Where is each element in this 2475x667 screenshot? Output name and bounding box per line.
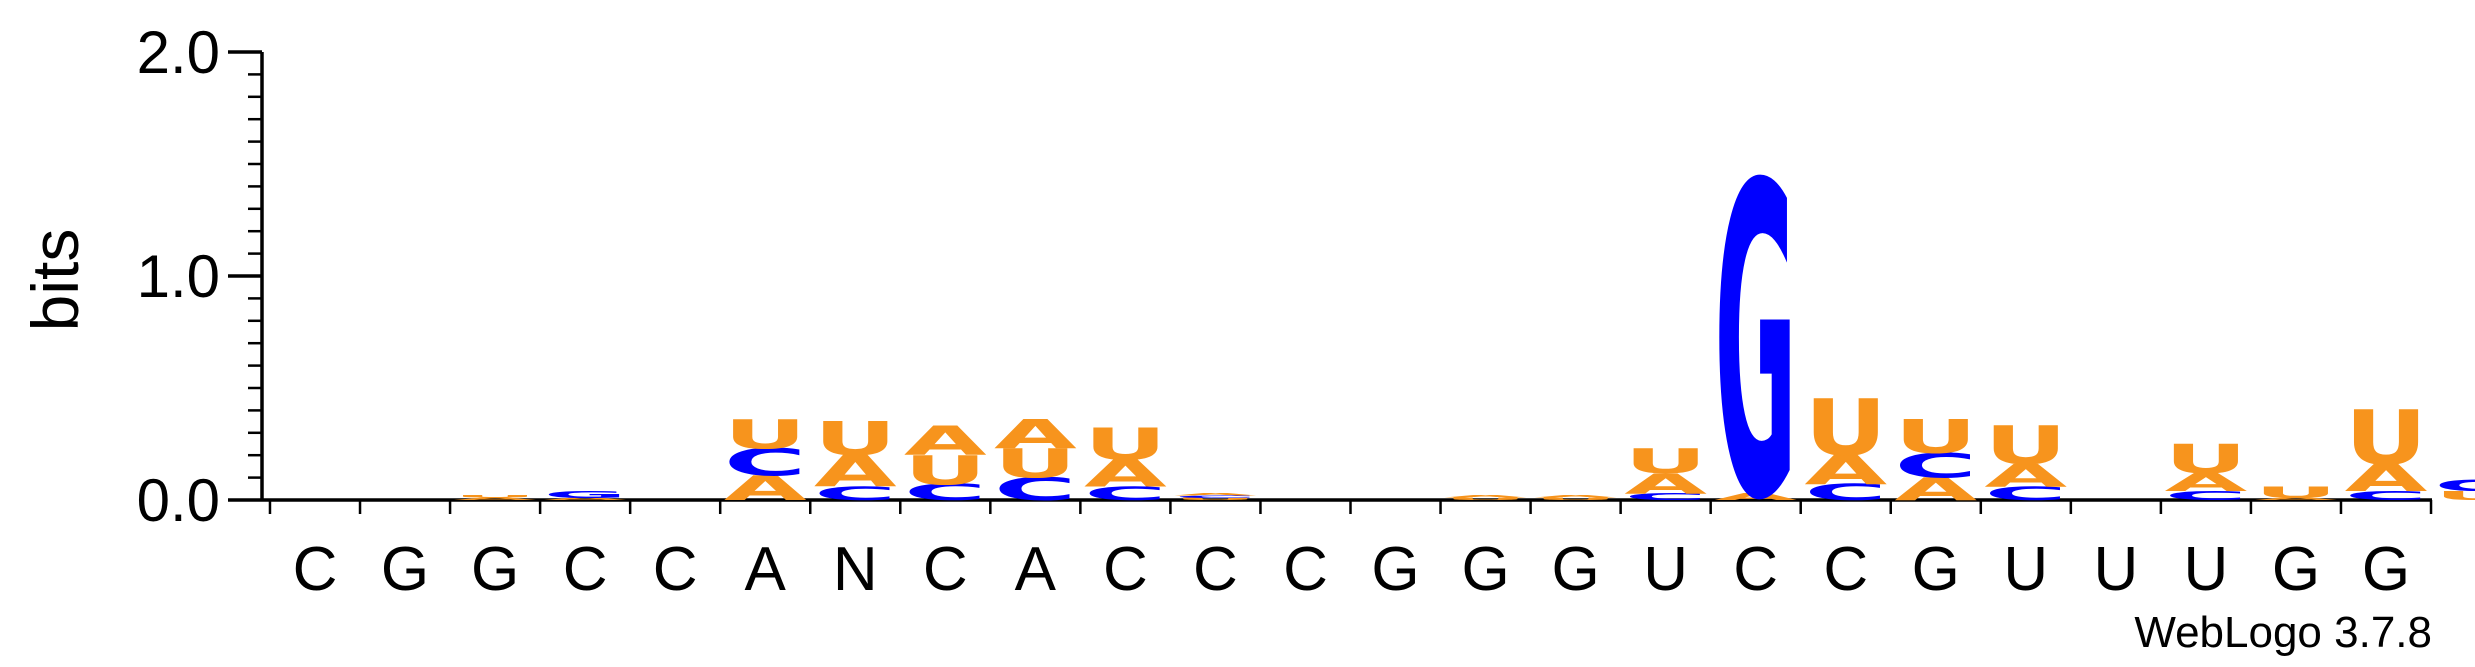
logo-letter: U — [2255, 483, 2338, 501]
logo-letter: G — [1714, 95, 1797, 595]
logo-letter: C — [2345, 488, 2428, 503]
y-tick-label: 0.0 — [137, 467, 220, 534]
x-tick-label: U — [2003, 535, 2048, 604]
logo-letter: A — [2345, 457, 2428, 500]
logo-letter: A — [904, 418, 987, 465]
logo-letter: A — [994, 411, 1077, 458]
x-tick-label: C — [293, 535, 338, 604]
logo-letter: C — [1894, 446, 1977, 486]
x-tick-label: C — [1193, 535, 1238, 604]
x-tick-label: C — [653, 535, 698, 604]
logo-letter: G — [2435, 477, 2475, 495]
axes: 0.01.02.0C G G C C A N C A C C C G G G U C C G U U U G G — [137, 19, 2433, 604]
logo-letter: C — [814, 483, 897, 505]
logo-letter: C — [994, 471, 1077, 507]
logo-letter: C — [1174, 495, 1257, 499]
x-tick-label: G — [1551, 535, 1599, 604]
x-tick-label: G — [381, 535, 429, 604]
logo-letter: A — [2255, 497, 2338, 501]
logo-letter: A — [1804, 447, 1887, 494]
y-tick-label: 2.0 — [137, 19, 220, 86]
logo-letter: U — [1174, 497, 1257, 501]
x-tick-label: U — [2184, 535, 2229, 604]
x-tick-label: G — [2362, 535, 2410, 604]
logo-letter: U — [2345, 396, 2428, 483]
logo-letter: C — [2165, 488, 2248, 503]
x-tick-label: C — [923, 535, 968, 604]
logo-letter: A — [1174, 493, 1257, 497]
logo-letter: U — [1624, 441, 1707, 481]
logo-letter: C — [1804, 480, 1887, 505]
logo-letter: A — [1084, 452, 1167, 495]
logo-letter: C — [1984, 483, 2067, 505]
credit-label: WebLogo 3.7.8 — [2134, 608, 2432, 657]
logo-letter: A — [1534, 494, 1617, 498]
logo-letter: U — [724, 411, 807, 458]
x-tick-label: A — [1015, 535, 1057, 604]
logo-letter: A — [454, 497, 537, 501]
logo-letter: A — [1444, 494, 1527, 498]
logo-letter: U — [1534, 497, 1617, 501]
x-tick-label: G — [1912, 535, 1960, 604]
logo-letter: A — [1714, 491, 1797, 502]
logo-letter: C — [904, 480, 987, 505]
logo-letter: U — [1804, 384, 1887, 474]
logo-letter: U — [1894, 409, 1977, 464]
logo-letter: U — [1084, 420, 1167, 471]
logo-letter: C — [724, 441, 807, 485]
x-tick-label: N — [833, 535, 878, 604]
logo-letter: U — [994, 441, 1077, 488]
x-tick-label: C — [1823, 535, 1868, 604]
x-tick-label: A — [745, 535, 787, 604]
logo-letter: U — [904, 447, 987, 494]
logo-letter: U — [814, 412, 897, 467]
y-tick-label: 1.0 — [137, 243, 220, 310]
logo-letter: A — [544, 497, 627, 501]
x-tick-label: C — [563, 535, 608, 604]
logo-letter: U — [1984, 416, 2067, 477]
x-tick-label: C — [1283, 535, 1328, 604]
logo-letter: U — [1444, 497, 1527, 501]
x-tick-label: C — [1733, 535, 1778, 604]
logo-letter: G — [544, 489, 627, 500]
x-tick-label: G — [1371, 535, 1419, 604]
logo-letter: U — [2435, 489, 2475, 503]
y-axis-label: bits — [18, 229, 92, 332]
logo-letter: U — [2165, 436, 2248, 483]
logo-letter: A — [1894, 471, 1977, 507]
logo-letter: A — [2165, 468, 2248, 497]
logo-letter: A — [1624, 468, 1707, 501]
logo-letter: C — [1624, 491, 1707, 502]
logo-letter: C — [1084, 483, 1167, 505]
logo-letter: U — [454, 494, 537, 498]
logo-letter: A — [724, 468, 808, 508]
x-tick-label: C — [1103, 535, 1148, 604]
x-tick-label: G — [2272, 535, 2320, 604]
logo-letter: A — [814, 447, 897, 498]
x-tick-label: U — [1643, 535, 1688, 604]
x-tick-label: G — [471, 535, 519, 604]
x-tick-label: G — [1461, 535, 1509, 604]
x-tick-label: U — [2093, 535, 2138, 604]
logo-letter: A — [1984, 458, 2067, 494]
